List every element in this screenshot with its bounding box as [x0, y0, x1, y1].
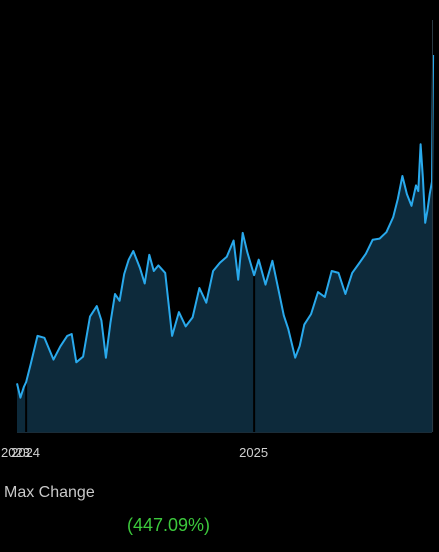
x-tick-label: 2025: [239, 445, 268, 460]
price-area: [17, 55, 434, 432]
price-line: [16, 54, 435, 399]
max-change-label: Max Change: [4, 484, 95, 501]
x-tick-label: 2024: [11, 445, 40, 460]
max-change-panel: Max Change (447.09%): [0, 484, 439, 552]
price-chart[interactable]: 2023 2024 2025: [0, 0, 439, 470]
x-tick-label: 2023: [1, 445, 30, 460]
max-change-value: (447.09%): [127, 515, 211, 535]
